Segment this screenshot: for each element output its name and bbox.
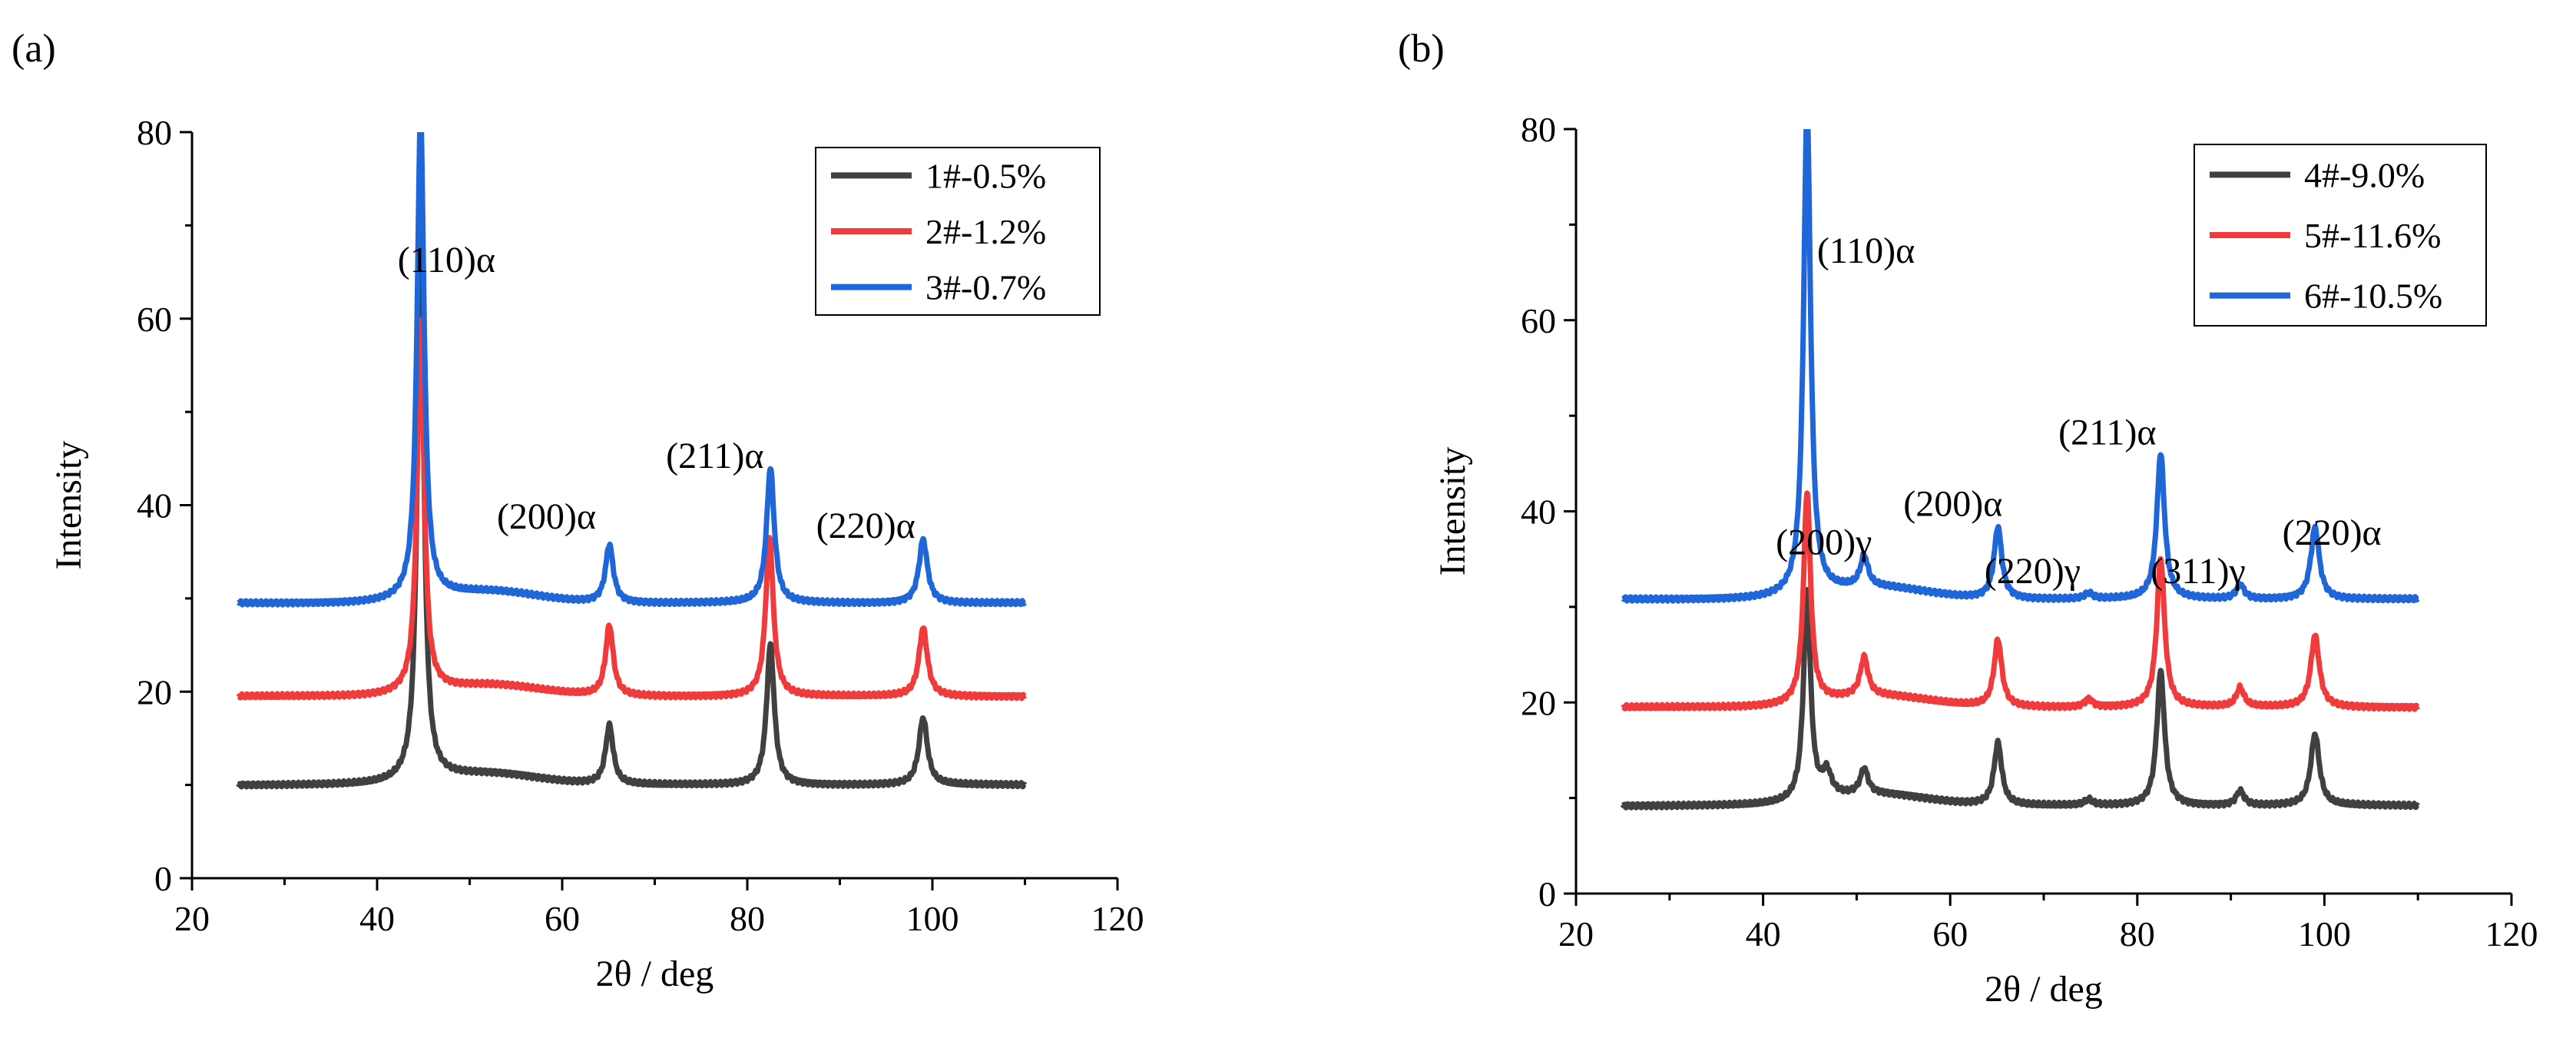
x-tick-label: 40	[359, 899, 395, 938]
x-tick-label: 20	[1558, 914, 1594, 953]
x-tick-label: 60	[1932, 914, 1968, 953]
x-tick-label: 40	[1746, 914, 1781, 953]
y-axis-title: Intensity	[1432, 447, 1473, 576]
panel-label: (b)	[1398, 27, 1445, 71]
peak-annotation: (110)α	[398, 240, 495, 280]
legend-label-1: 4#-9.0%	[2304, 155, 2425, 194]
x-axis-title: 2θ / deg	[596, 953, 714, 994]
series-line-1	[236, 265, 1028, 790]
panel-label: (a)	[12, 27, 56, 71]
peak-annotation: (110)α	[1817, 230, 1915, 271]
x-tick-label: 120	[2485, 914, 2538, 953]
x-tick-label: 100	[2298, 914, 2351, 953]
series-line-3	[236, 132, 1028, 608]
y-tick-label: 40	[1521, 492, 1556, 532]
peak-annotation: (220)α	[816, 506, 916, 546]
series-line-1	[1620, 587, 2421, 811]
legend-label-1: 1#-0.5%	[925, 156, 1046, 195]
x-tick-label: 80	[730, 899, 765, 938]
series-line-3	[1621, 129, 2421, 604]
y-axis-title: Intensity	[48, 441, 89, 570]
peak-annotation: (211)α	[2058, 412, 2156, 453]
legend: 1#-0.5% 2#-1.2% 3#-0.7%	[815, 147, 1101, 316]
y-tick-label: 0	[1538, 874, 1556, 914]
y-tick-label: 80	[1521, 110, 1556, 149]
y-tick-label: 20	[1521, 683, 1556, 722]
legend: 4#-9.0% 5#-11.6% 6#-10.5%	[2194, 144, 2487, 327]
legend-label-3: 3#-0.7%	[925, 268, 1046, 307]
legend-label-2: 2#-1.2%	[925, 212, 1046, 251]
peak-annotation: (200)γ	[1776, 522, 1872, 562]
legend-label-2: 5#-11.6%	[2304, 216, 2441, 255]
x-tick-label: 80	[2120, 914, 2155, 953]
peak-annotation: (211)α	[666, 436, 763, 476]
x-tick-label: 60	[545, 899, 580, 938]
x-axis-title: 2θ / deg	[1985, 969, 2103, 1010]
x-tick-label: 20	[174, 899, 210, 938]
series-line-2	[236, 317, 1028, 701]
y-tick-label: 60	[1521, 301, 1556, 340]
peak-annotation: (200)α	[1903, 484, 2002, 525]
y-tick-label: 60	[137, 300, 172, 339]
y-tick-label: 80	[137, 113, 172, 152]
y-tick-label: 40	[137, 486, 172, 526]
peak-annotation: (220)α	[2283, 512, 2382, 553]
series-line-2	[1621, 490, 2421, 712]
peak-annotation: (220)γ	[1985, 551, 2081, 592]
peak-annotation: (311)γ	[2151, 551, 2245, 592]
x-tick-label: 120	[1091, 899, 1144, 938]
y-tick-label: 0	[154, 859, 172, 898]
peak-annotation: (200)α	[497, 496, 596, 537]
x-tick-label: 100	[906, 899, 959, 938]
legend-label-3: 6#-10.5%	[2304, 277, 2442, 316]
y-tick-label: 20	[137, 672, 172, 711]
